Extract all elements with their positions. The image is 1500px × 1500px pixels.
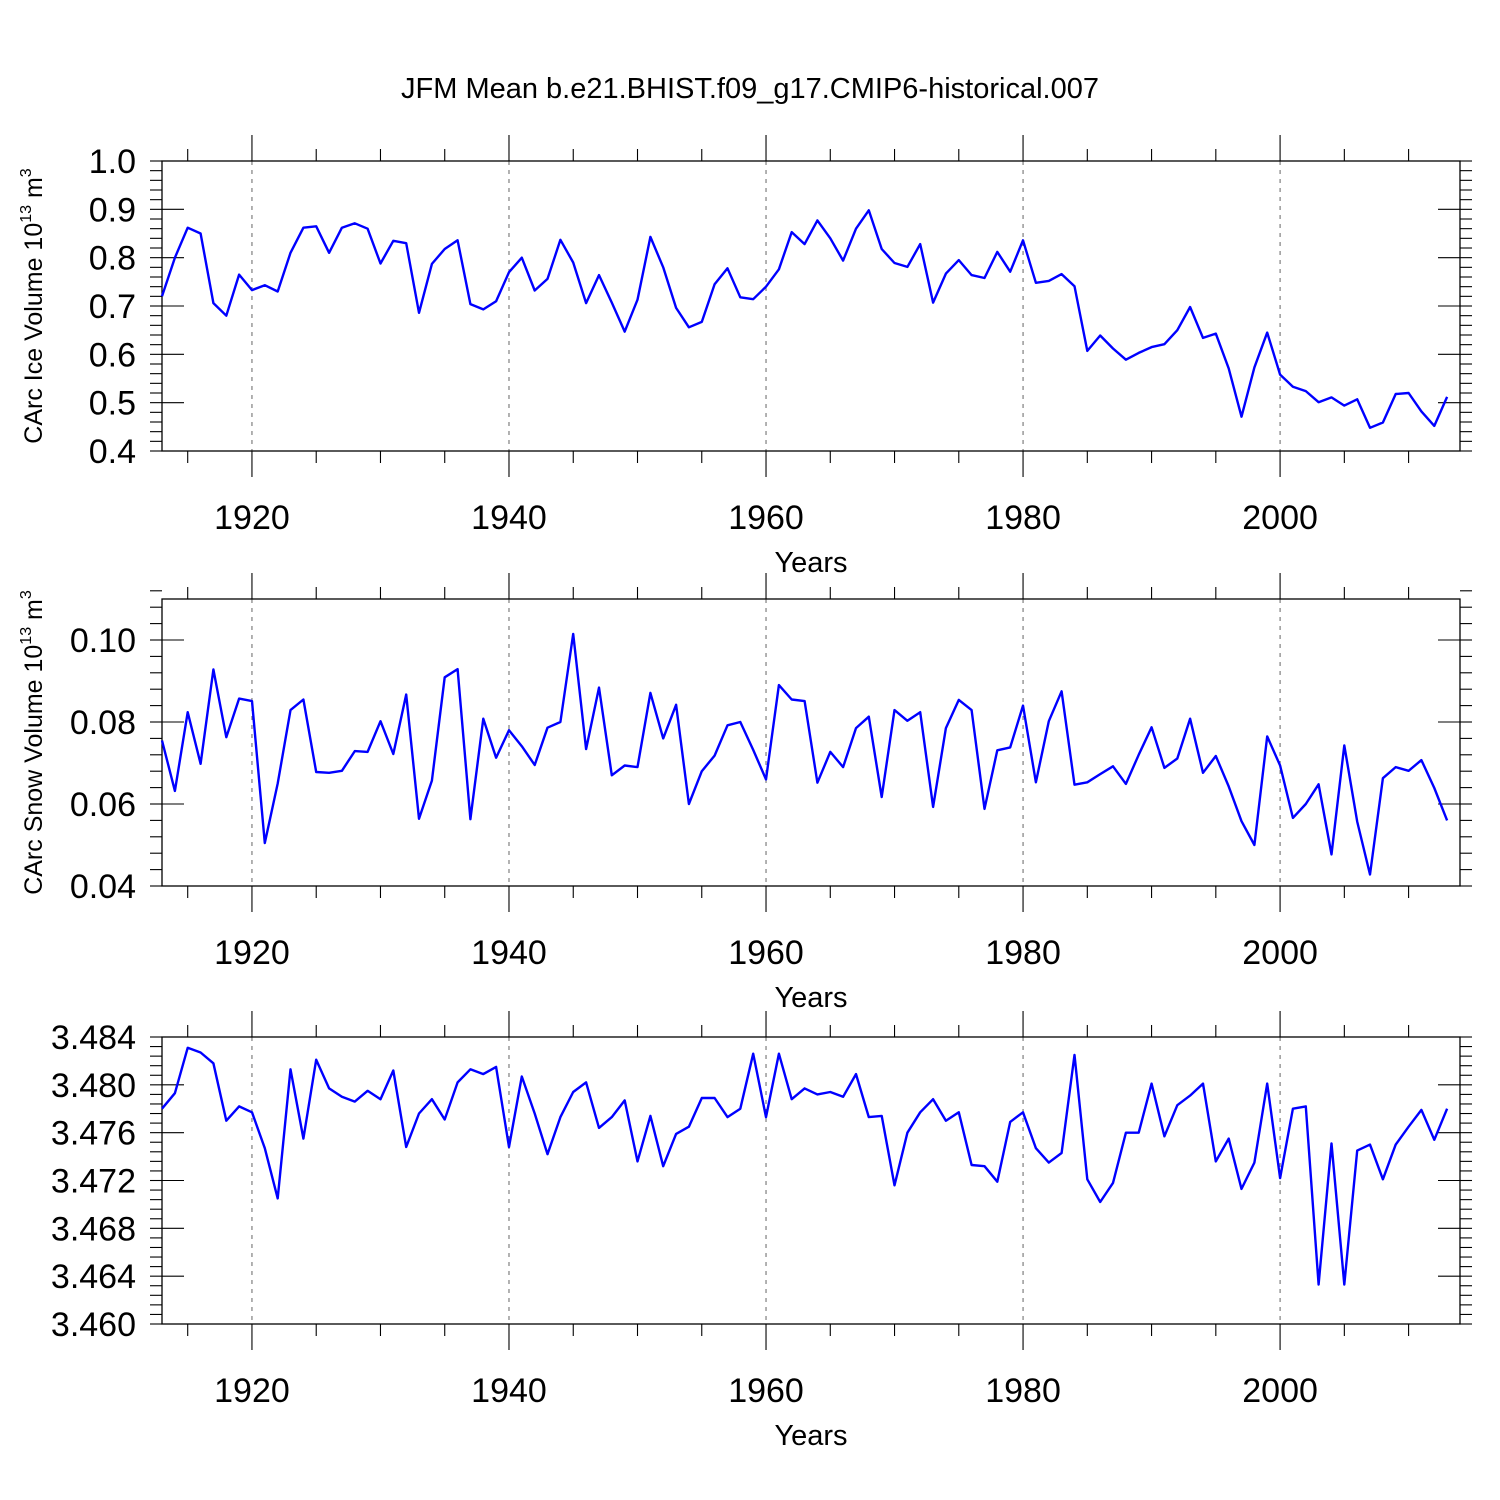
ice-volume-y-tick-label: 0.5 <box>89 385 136 423</box>
ice-volume-x-tick-label: 1940 <box>471 499 547 537</box>
snow-volume-x-tick-label: 1960 <box>728 934 804 972</box>
panels: 1920 1940 1960 1980 2000 0.4 0.5 0.6 0.7 0.8 0.9 1.… <box>18 135 1472 1452</box>
ice-area-panel: 1920 1940 1960 1980 2000 3.460 3.464 3.468 3.472… <box>51 1011 1472 1452</box>
ice-area-x-tick-label: 1920 <box>214 1372 290 1410</box>
ice-volume-y-axis-label: CArc Ice Volume 1013 m3 <box>18 168 48 444</box>
ice-volume-y-tick-label: 0.4 <box>89 433 136 471</box>
snow-volume-y-tick-label: 0.04 <box>70 868 136 906</box>
ice-volume-panel: 1920 1940 1960 1980 2000 0.4 0.5 0.6 0.7 0.8 0.9 1.… <box>18 135 1472 579</box>
ice-volume-x-axis-label: Years <box>774 547 847 579</box>
snow-volume-x-tick-label: 2000 <box>1242 934 1318 972</box>
ice-area-y-tick-label: 3.472 <box>51 1163 136 1201</box>
figure-title: JFM Mean b.e21.BHIST.f09_g17.CMIP6-histo… <box>401 73 1099 105</box>
ice-area-y-tick-label: 3.460 <box>51 1306 136 1344</box>
ice-volume-y-tick-label: 0.8 <box>89 240 136 278</box>
ice-volume-series-line <box>160 209 1449 429</box>
ice-volume-plot-frame <box>161 160 1461 452</box>
snow-volume-x-tick-label: 1980 <box>985 934 1061 972</box>
ice-area-y-tick-label: 3.464 <box>51 1258 136 1296</box>
snow-volume-panel: 1920 1940 1960 1980 2000 0.04 0.06 0.08 0.10 Year… <box>18 573 1472 1014</box>
ice-area-y-tick-label: 3.476 <box>51 1115 136 1153</box>
ice-volume-y-tick-label: 0.6 <box>89 336 136 374</box>
ice-area-x-tick-label: 2000 <box>1242 1372 1318 1410</box>
ice-volume-y-tick-label: 0.7 <box>89 288 136 326</box>
ice-area-x-axis-label: Years <box>774 1420 847 1452</box>
ice-area-x-tick-label: 1960 <box>728 1372 804 1410</box>
snow-volume-x-tick-label: 1920 <box>214 934 290 972</box>
ice-volume-x-tick-label: 2000 <box>1242 499 1318 537</box>
ice-area-x-tick-label: 1980 <box>985 1372 1061 1410</box>
snow-volume-series-line <box>160 632 1449 876</box>
ice-volume-x-tick-label: 1980 <box>985 499 1061 537</box>
ice-volume-x-tick-label: 1920 <box>214 499 290 537</box>
ice-volume-y-tick-label: 0.9 <box>89 191 136 229</box>
ice-volume-y-tick-label: 1.0 <box>89 143 136 181</box>
snow-volume-y-axis-label: CArc Snow Volume 1013 m3 <box>18 590 48 895</box>
ice-volume-x-tick-label: 1960 <box>728 499 804 537</box>
ice-area-x-tick-label: 1940 <box>471 1372 547 1410</box>
snow-volume-y-tick-label: 0.08 <box>70 704 136 742</box>
ice-area-y-tick-label: 3.484 <box>51 1019 136 1057</box>
ice-area-series-line <box>161 1046 1449 1286</box>
snow-volume-x-tick-label: 1940 <box>471 934 547 972</box>
ice-area-y-tick-label: 3.480 <box>51 1067 136 1105</box>
ice-area-y-tick-label: 3.468 <box>51 1210 136 1248</box>
ice-area-plot-frame <box>161 1036 1461 1325</box>
snow-volume-x-axis-label: Years <box>774 982 847 1014</box>
snow-volume-y-tick-label: 0.10 <box>70 622 136 660</box>
snow-volume-y-tick-label: 0.06 <box>70 786 136 824</box>
